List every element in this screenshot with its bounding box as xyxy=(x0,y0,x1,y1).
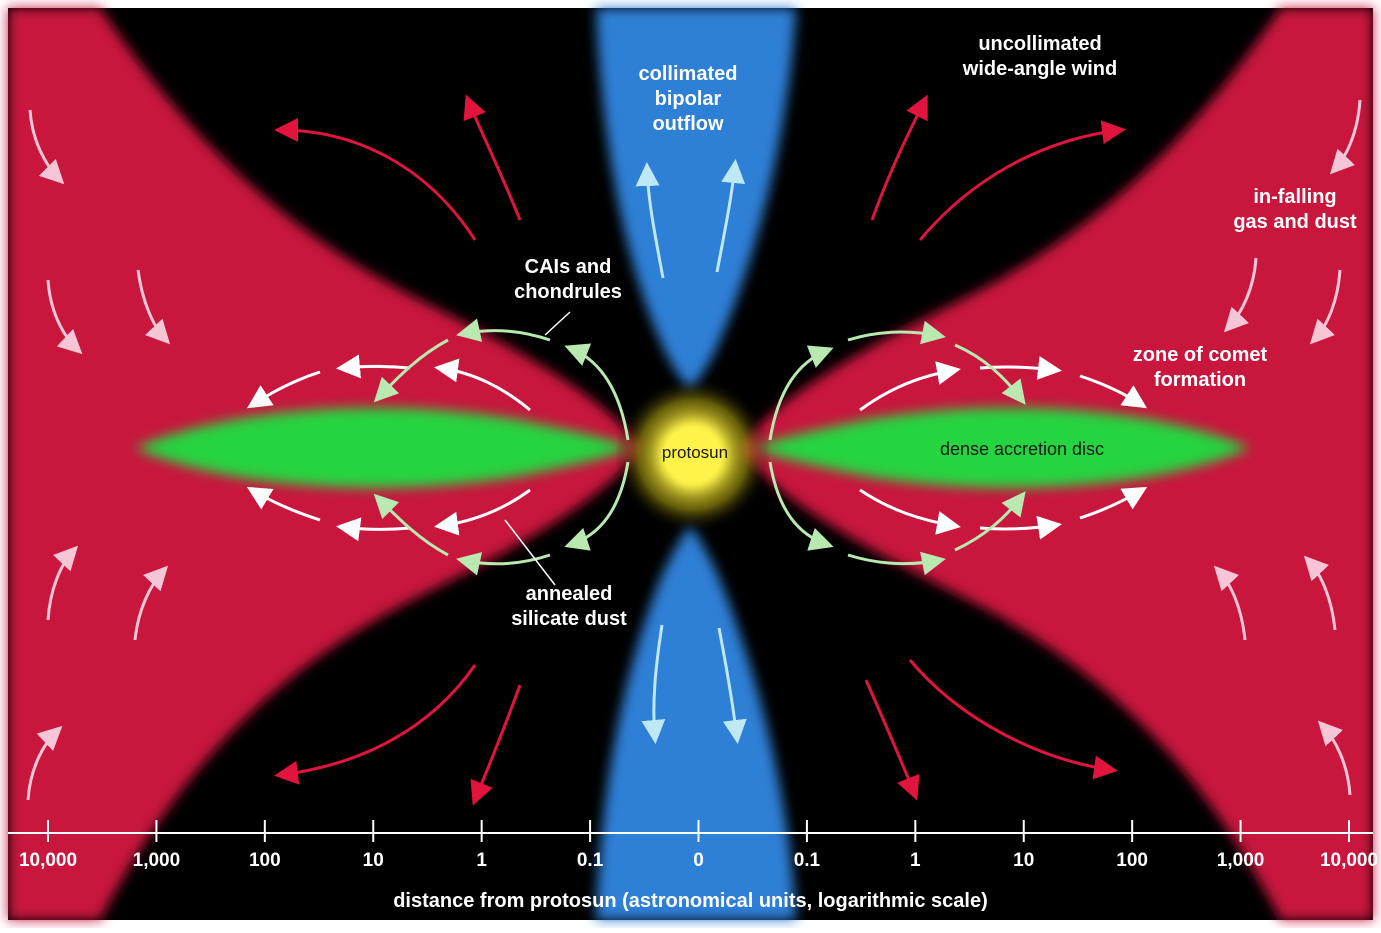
cai-arrow xyxy=(954,491,1026,552)
infall-arrow xyxy=(26,725,63,801)
infall-arrow xyxy=(1309,269,1342,345)
circulation-arrow xyxy=(1079,486,1148,520)
circulation-arrow xyxy=(336,517,411,542)
wind-arrow xyxy=(274,664,477,785)
infall-arrow xyxy=(46,279,83,355)
wind-arrow xyxy=(918,120,1126,241)
cai-arrow xyxy=(456,552,551,576)
axis-ticks xyxy=(47,820,1350,842)
cai-arrow xyxy=(954,343,1026,405)
axis-tick-label: 0.1 xyxy=(576,850,604,871)
outflow-arrow xyxy=(717,627,747,744)
protosun-core xyxy=(663,425,723,485)
outflow-arrow xyxy=(635,162,665,279)
axis-tick-label: 100 xyxy=(1116,850,1148,871)
outflow-jet-bottom xyxy=(596,525,796,920)
circulation-arrow xyxy=(434,358,531,412)
axis-tick-label: 0 xyxy=(693,850,704,871)
infall-arrows xyxy=(26,99,1362,801)
axis-tick-label: 10,000 xyxy=(1319,850,1379,871)
infall-arrow xyxy=(28,109,65,185)
outflow-arrow xyxy=(641,624,666,744)
circulation-arrows xyxy=(246,354,1148,542)
wind-arrow xyxy=(864,679,920,801)
circulation-arrow xyxy=(979,356,1062,380)
axis-tick-label: 10,000 xyxy=(18,850,78,871)
wide-angle-wind-label: uncollimated wide-angle wind xyxy=(962,33,1118,80)
wind-arrow xyxy=(463,94,522,221)
outflow-arrow xyxy=(715,159,746,273)
cai-arrow xyxy=(768,461,834,551)
axis-tick-label: 100 xyxy=(248,850,281,871)
infall-arrow xyxy=(133,565,169,641)
silicate-dust-label: annealed silicate dust xyxy=(511,583,627,630)
infall-arrow xyxy=(1317,720,1352,796)
axis-tick-label: 10 xyxy=(362,850,384,871)
silicate-leader-line xyxy=(504,519,556,586)
protosun-label: protosun xyxy=(661,443,729,462)
axis-title: distance from protosun (astronomical uni… xyxy=(393,890,988,912)
cais-chondrules-label: CAIs and chondrules xyxy=(514,256,622,303)
circulation-arrow xyxy=(336,354,411,379)
accretion-disc-left xyxy=(135,407,630,488)
cai-arrow xyxy=(768,345,834,441)
wind-arrow xyxy=(908,659,1118,780)
circulation-arrow xyxy=(246,486,321,522)
circulation-arrow xyxy=(246,370,321,409)
circulation-arrow xyxy=(979,515,1062,540)
wind-arrow xyxy=(274,118,477,241)
cai-arrow xyxy=(373,338,449,403)
cai-arrow xyxy=(456,318,551,342)
infall-arrow xyxy=(46,545,79,621)
cai-arrow xyxy=(847,551,946,576)
infall-arrow xyxy=(1303,555,1337,631)
wind-arrow xyxy=(470,684,522,806)
wind-arrows xyxy=(274,94,1126,806)
axis-tick-label: 1,000 xyxy=(1216,850,1265,871)
cai-arrows xyxy=(373,318,1026,576)
accretion-disc-label: dense accretion disc xyxy=(939,439,1105,459)
cai-arrow xyxy=(373,493,449,557)
cai-arrow xyxy=(847,320,946,345)
cai-arrow xyxy=(564,461,630,551)
circulation-arrow xyxy=(859,361,961,412)
circulation-arrow xyxy=(1079,374,1148,409)
accretion-disc-right xyxy=(755,407,1250,488)
infall-arrow xyxy=(136,269,171,345)
cais-leader-line xyxy=(544,311,571,336)
comet-zone-label: zone of comet formation xyxy=(1132,344,1268,391)
infalling-gas-label: in-falling gas and dust xyxy=(1233,186,1357,233)
axis-tick-label: 1,000 xyxy=(132,850,181,871)
axis-tick-label: 1 xyxy=(476,850,487,871)
axis-tick-label: 0.1 xyxy=(793,850,821,871)
circulation-arrow xyxy=(859,488,961,535)
wind-arrow xyxy=(870,94,928,221)
outflow-jet-top xyxy=(596,8,796,390)
circulation-arrow xyxy=(434,488,531,536)
infall-arrow xyxy=(1213,565,1247,641)
axis-tick-label: 10 xyxy=(1013,850,1035,871)
cai-arrow xyxy=(564,343,630,441)
collimated-outflow-label: collimated bipolar outflow xyxy=(638,63,738,135)
infall-arrow xyxy=(1329,99,1362,175)
infall-arrow xyxy=(1223,257,1258,333)
axis-tick-label: 1 xyxy=(910,850,921,871)
outflow-arrows xyxy=(635,159,747,744)
